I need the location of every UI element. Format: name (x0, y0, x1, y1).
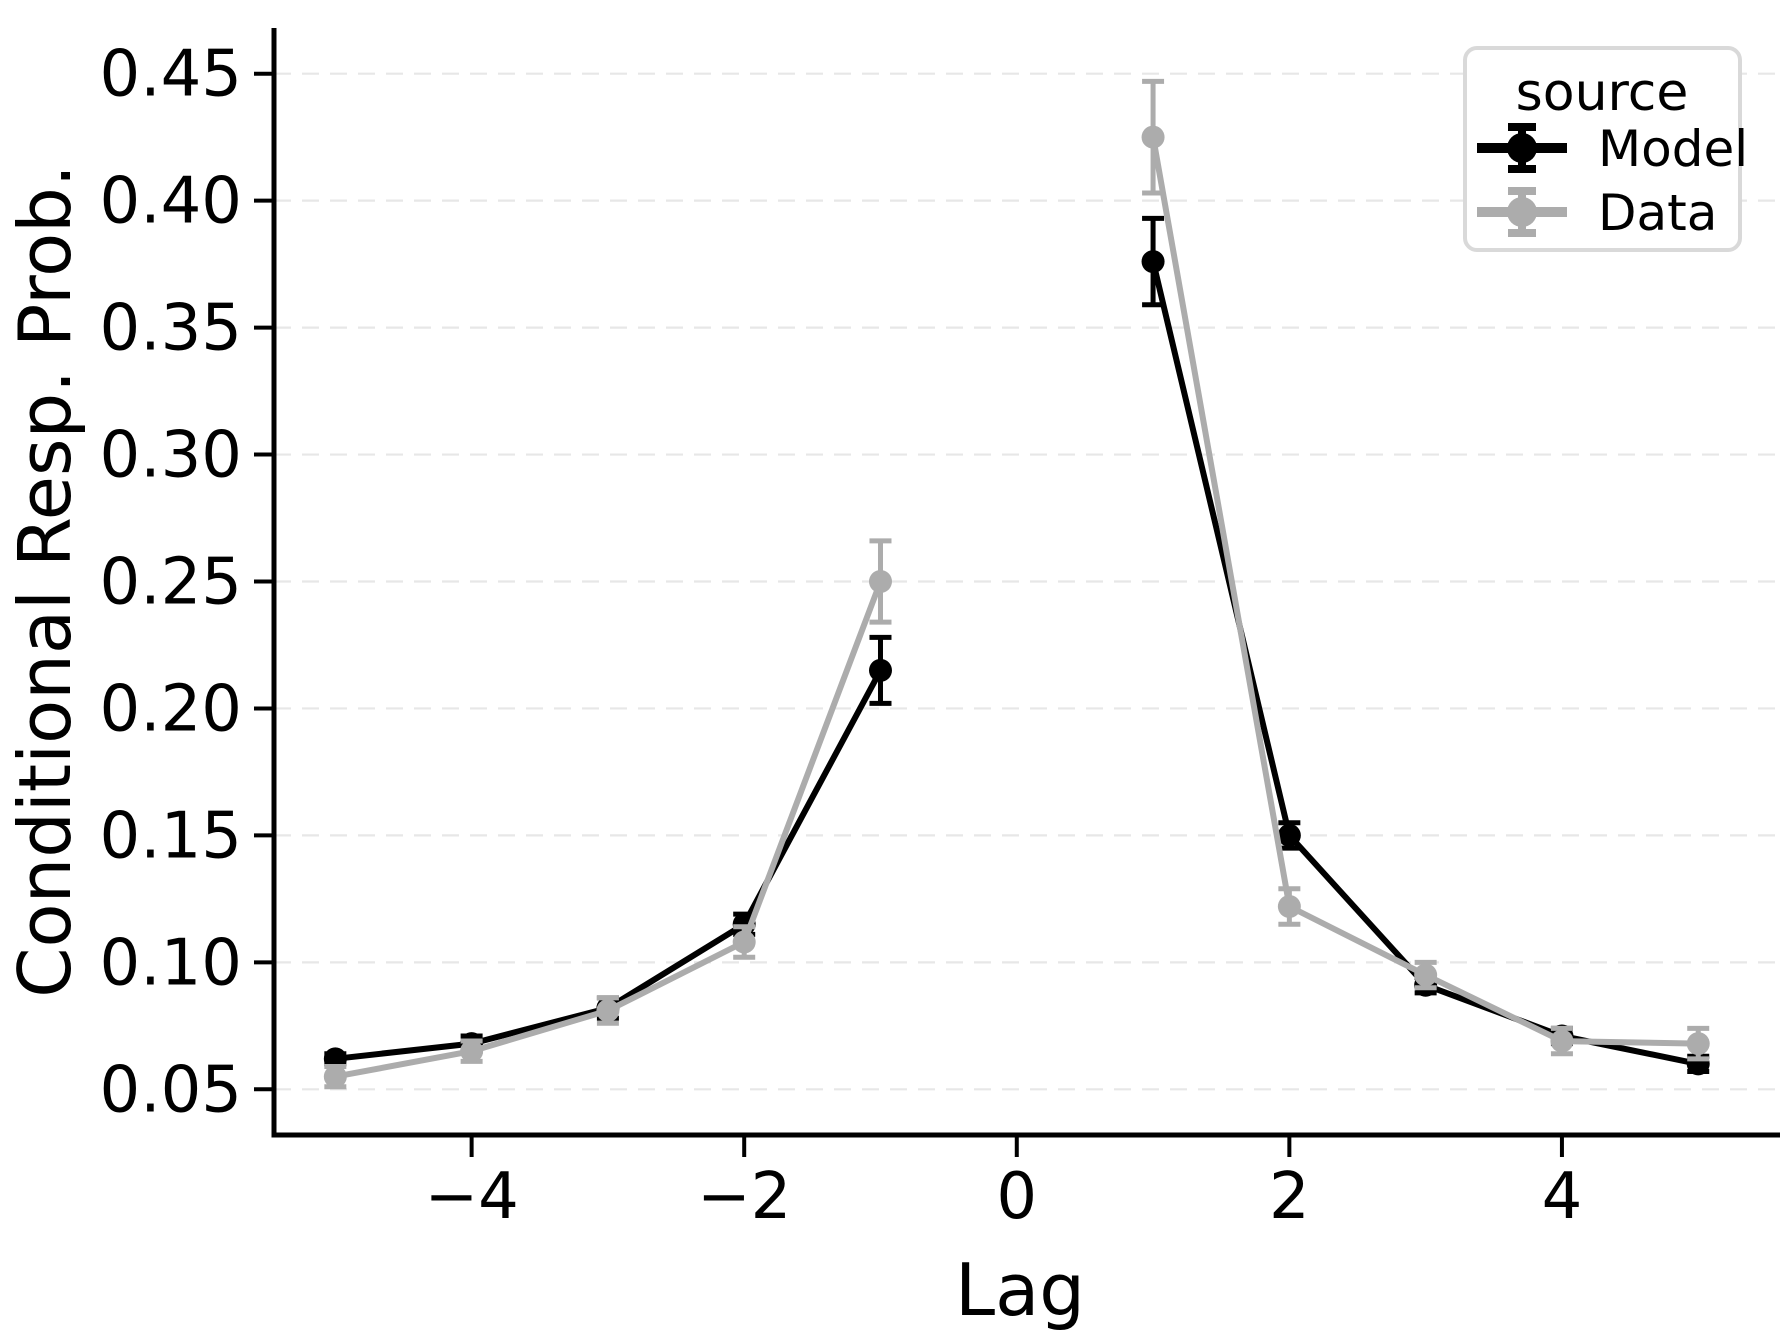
y-tick-label: 0.20 (100, 672, 243, 746)
y-tick-label: 0.10 (100, 926, 243, 1000)
data-point-marker (460, 1039, 484, 1063)
y-tick-label: 0.15 (100, 799, 243, 873)
legend-box (1463, 46, 1742, 252)
data-point-marker (1141, 125, 1165, 149)
legend: source Model (1463, 46, 1748, 252)
data-point-marker (1277, 894, 1301, 918)
x-axis-label: Lag (955, 1248, 1085, 1332)
series-line-model (1150, 258, 1702, 1067)
data-point-marker (868, 658, 892, 682)
x-tick-label: 0 (996, 1160, 1037, 1234)
legend-title: source (1516, 63, 1689, 123)
series-line-data (1150, 134, 1702, 1047)
data-point-marker (1686, 1032, 1710, 1056)
legend-entry-label: Data (1598, 184, 1717, 242)
legend-entry-model: Model (1477, 120, 1748, 178)
plot-area: 0.05 0.10 0.15 0.20 0.25 0.30 0.35 0.40 0.45 −4 −2… (100, 28, 1780, 1234)
legend-entry-label: Model (1598, 120, 1748, 178)
data-point-marker (1277, 823, 1301, 847)
y-tick-label: 0.30 (100, 419, 243, 493)
data-point-marker (1414, 963, 1438, 987)
y-tick-label: 0.35 (100, 292, 243, 366)
data-point-marker (323, 1065, 347, 1089)
data-point-marker (732, 930, 756, 954)
errorbar-point-icon (1477, 187, 1567, 237)
y-tick-label: 0.45 (100, 38, 243, 112)
data-point-marker (1141, 250, 1165, 274)
legend-entry-data: Data (1477, 184, 1717, 242)
y-tick-label: 0.05 (100, 1053, 243, 1127)
y-axis-label: Conditional Resp. Prob. (3, 164, 87, 997)
data-point-marker (596, 999, 620, 1023)
y-tick-label: 0.40 (100, 165, 243, 239)
data-point-marker (868, 570, 892, 593)
x-tick-label: 4 (1542, 1160, 1583, 1234)
y-tick-label: 0.25 (100, 546, 243, 620)
errorbar-point-icon (1477, 123, 1567, 173)
data-point-marker (1550, 1029, 1574, 1053)
x-tick-label: −2 (697, 1160, 791, 1234)
x-tick-label: 2 (1269, 1160, 1310, 1234)
x-tick-label: −4 (424, 1160, 518, 1234)
